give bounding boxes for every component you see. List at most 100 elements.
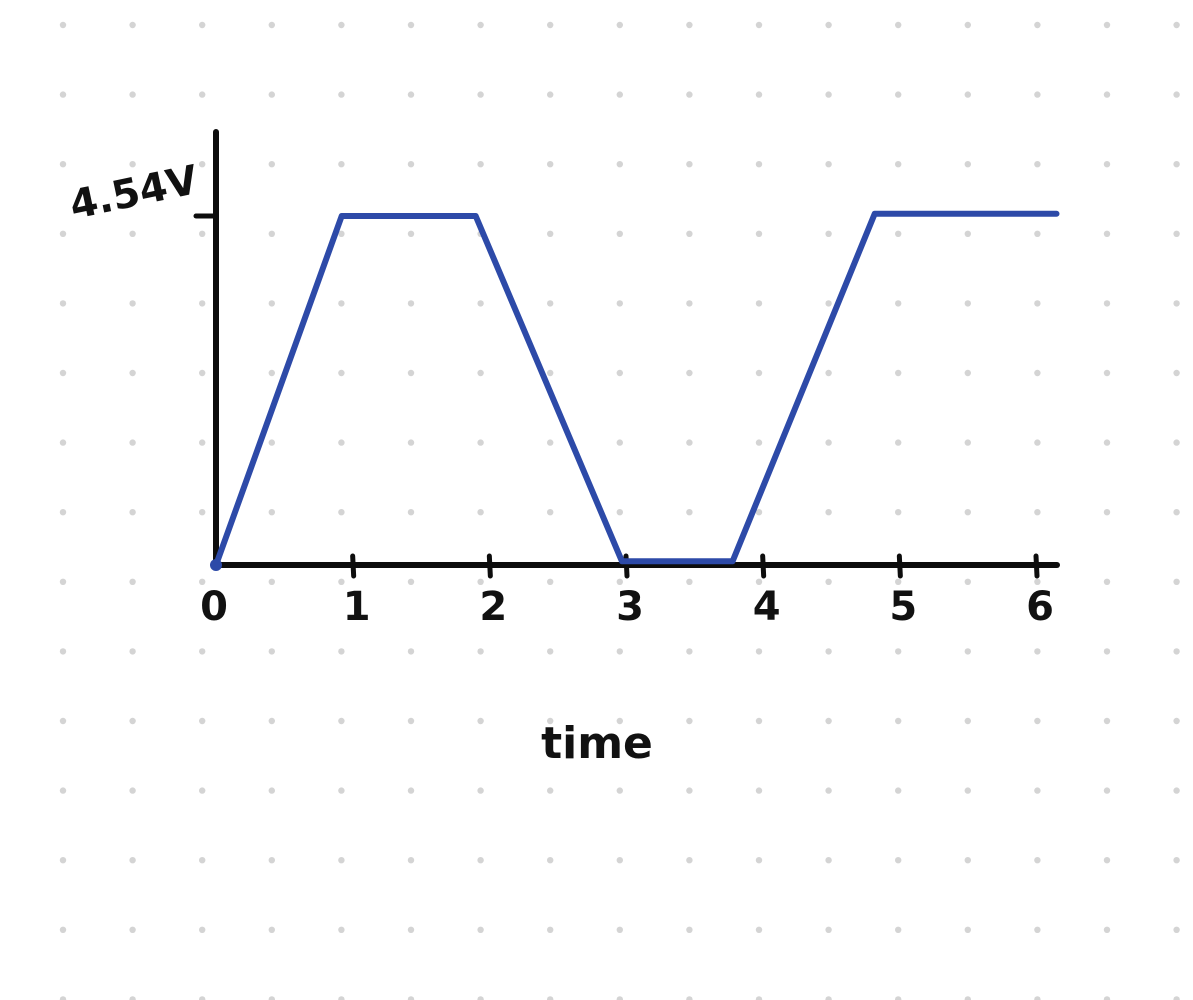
grid-dot — [825, 21, 832, 29]
grid-dot — [964, 787, 971, 794]
grid-dot — [547, 369, 554, 377]
grid-dot — [59, 21, 67, 29]
dot-grid-background — [59, 21, 1180, 1000]
grid-dot — [199, 578, 206, 585]
series-layer — [210, 210, 1060, 571]
grid-dot — [616, 509, 623, 516]
y-tick-label: 4.54V — [66, 157, 202, 229]
grid-dot — [1103, 300, 1111, 307]
grid-dot — [407, 996, 415, 1000]
x-tick-label: 0 — [200, 584, 228, 630]
grid-dot — [1173, 369, 1180, 377]
grid-dot — [964, 369, 971, 377]
grid-dot — [547, 857, 554, 864]
grid-dot — [1173, 230, 1180, 237]
grid-dot — [964, 926, 971, 933]
grid-dot — [407, 717, 415, 725]
grid-dot — [755, 369, 763, 377]
grid-dot — [1173, 996, 1180, 1000]
grid-dot — [1103, 717, 1111, 725]
grid-dot — [964, 300, 971, 307]
grid-dot — [755, 717, 763, 725]
x-tick-label: 4 — [753, 584, 781, 630]
grid-dot — [199, 996, 206, 1000]
grid-dot — [686, 857, 693, 864]
grid-dot — [59, 857, 67, 864]
grid-dot — [129, 91, 136, 98]
grid-dot — [129, 300, 136, 307]
grid-dot — [616, 369, 623, 377]
grid-dot — [895, 787, 902, 794]
grid-dot — [1173, 91, 1180, 98]
x-tick-label: 1 — [343, 584, 371, 630]
grid-dot — [616, 91, 623, 98]
grid-dot — [755, 439, 763, 446]
grid-dot — [59, 300, 67, 307]
grid-dot — [59, 369, 67, 377]
grid-dot — [964, 857, 971, 864]
grid-dot — [686, 787, 693, 794]
grid-dot — [1103, 857, 1111, 864]
grid-dot — [268, 857, 275, 864]
x-tick-label: 3 — [616, 584, 644, 630]
grid-dot — [1173, 926, 1180, 933]
grid-dot — [686, 439, 693, 446]
grid-dot — [964, 996, 971, 1000]
grid-dot — [895, 926, 902, 933]
grid-dot — [59, 648, 67, 655]
grid-dot — [59, 996, 67, 1000]
grid-dot — [547, 509, 554, 516]
grid-dot — [268, 787, 275, 794]
grid-dot — [407, 439, 415, 446]
grid-dot — [129, 509, 136, 516]
grid-dot — [199, 230, 206, 237]
grid-dot — [964, 161, 971, 168]
grid-dot — [686, 926, 693, 933]
grid-dot — [686, 300, 693, 307]
grid-dot — [268, 509, 275, 516]
grid-dot — [407, 161, 415, 168]
grid-dot — [1173, 509, 1180, 516]
grid-dot — [1034, 857, 1041, 864]
grid-dot — [895, 91, 902, 98]
grid-dot — [129, 857, 136, 864]
grid-dot — [755, 996, 763, 1000]
grid-dot — [686, 996, 693, 1000]
grid-dot — [1103, 21, 1111, 29]
grid-dot — [1034, 787, 1041, 794]
grid-dot — [407, 787, 415, 794]
grid-dot — [199, 439, 206, 446]
grid-dot — [825, 717, 832, 725]
grid-dot — [616, 787, 623, 794]
grid-dot — [477, 926, 484, 933]
grid-dot — [338, 509, 345, 516]
grid-dot — [825, 926, 832, 933]
grid-dot — [477, 648, 484, 655]
grid-dot — [1034, 578, 1041, 585]
grid-dot — [1103, 369, 1111, 377]
grid-dot — [755, 161, 763, 168]
voltage-series-line — [213, 210, 1060, 568]
grid-dot — [268, 230, 275, 237]
x-tick-mark — [486, 553, 493, 579]
grid-dot — [616, 439, 623, 446]
x-tick-mark — [1033, 553, 1040, 579]
grid-dot — [268, 996, 275, 1000]
grid-dot — [825, 509, 832, 516]
grid-dot — [964, 509, 971, 516]
grid-dot — [1103, 926, 1111, 933]
grid-dot — [268, 439, 275, 446]
grid-dot — [825, 578, 832, 585]
grid-dot — [616, 21, 623, 29]
grid-dot — [129, 996, 136, 1000]
grid-dot — [129, 439, 136, 446]
grid-dot — [199, 91, 206, 98]
grid-dot — [1103, 439, 1111, 446]
grid-dot — [129, 161, 136, 168]
grid-dot — [895, 300, 902, 307]
grid-dot — [825, 300, 832, 307]
grid-dot — [199, 21, 206, 29]
grid-dot — [477, 21, 484, 29]
grid-dot — [1103, 787, 1111, 794]
grid-dot — [199, 787, 206, 794]
